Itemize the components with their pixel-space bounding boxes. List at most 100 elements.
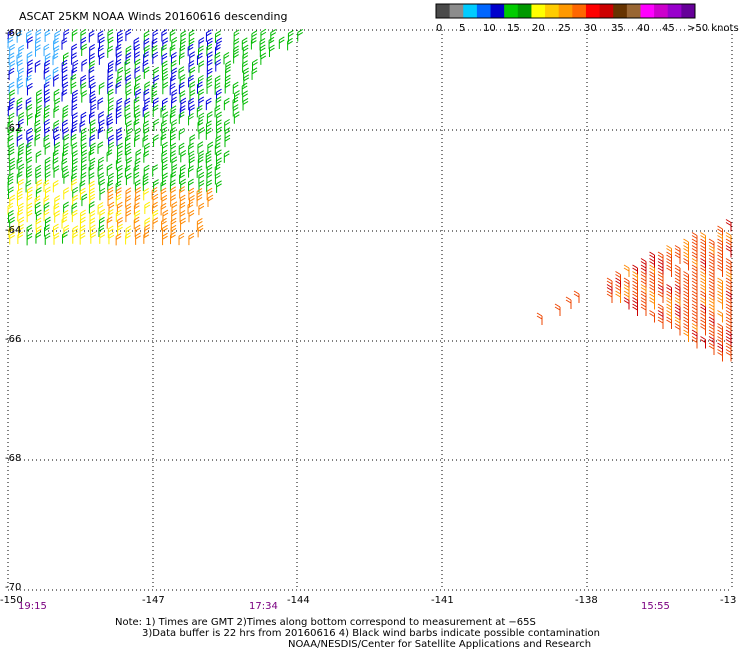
wind-barb <box>170 231 176 245</box>
wind-barb <box>88 201 95 214</box>
wind-barb <box>72 59 79 73</box>
wind-barb <box>44 232 51 245</box>
wind-barb <box>52 52 59 66</box>
wind-barb <box>125 148 132 162</box>
wind-barb <box>153 179 159 192</box>
wind-barb <box>242 90 248 103</box>
lat-label: -64 <box>5 225 21 236</box>
wind-barb <box>225 66 231 79</box>
wind-barb <box>133 104 140 118</box>
wind-barb <box>17 231 24 244</box>
wind-barb <box>72 231 79 244</box>
wind-barb <box>126 120 132 133</box>
wind-barb <box>143 66 150 79</box>
wind-barb <box>115 58 122 72</box>
wind-barb <box>178 66 185 79</box>
wind-barb <box>35 44 41 57</box>
wind-barb <box>189 156 195 169</box>
wind-barb <box>34 133 41 147</box>
wind-barb <box>26 82 33 96</box>
wind-barb <box>536 312 543 325</box>
wind-barb <box>657 316 664 329</box>
legend-frame <box>435 3 696 19</box>
wind-barb <box>9 232 15 245</box>
wind-barb <box>71 43 78 57</box>
wind-barb <box>206 179 212 193</box>
wind-barb <box>554 303 561 316</box>
wind-barb <box>717 297 723 310</box>
wind-barb <box>9 216 15 230</box>
wind-barb <box>215 135 222 148</box>
wind-barb <box>134 157 141 171</box>
credit-line: NOAA/NESDIS/Center for Satellite Applica… <box>288 639 591 650</box>
wind-barb <box>205 156 212 169</box>
wind-barb <box>188 165 194 178</box>
wind-barb <box>615 290 621 303</box>
wind-barb <box>107 45 114 58</box>
wind-barb <box>44 224 50 237</box>
wind-barb <box>198 112 205 125</box>
lon-label: -13 <box>720 595 736 606</box>
wind-barb <box>214 82 221 95</box>
lat-label: -70 <box>5 582 21 593</box>
wind-barb <box>53 223 59 237</box>
wind-barb <box>224 81 231 94</box>
wind-barb <box>88 66 95 79</box>
wind-barb <box>25 179 32 193</box>
wind-barb <box>61 37 68 50</box>
note-line-1: Note: 1) Times are GMT 2)Times along bot… <box>115 617 536 628</box>
wind-barb <box>99 187 106 201</box>
wind-barb <box>224 118 230 132</box>
wind-barb <box>606 290 613 303</box>
wind-barb <box>171 67 178 80</box>
wind-barb <box>18 143 25 156</box>
wind-barb <box>151 186 158 200</box>
wind-barb <box>43 179 50 192</box>
wind-barb <box>8 81 15 95</box>
wind-barb <box>25 148 32 162</box>
legend-swatch <box>667 4 682 18</box>
wind-barb <box>61 216 68 229</box>
wind-barb <box>26 156 33 169</box>
wind-barb <box>53 74 59 87</box>
wind-barb <box>161 52 168 66</box>
wind-barb <box>708 342 715 355</box>
wind-barb <box>134 83 140 96</box>
wind-barb <box>260 52 267 65</box>
wind-barb <box>188 60 195 73</box>
wind-barb <box>133 202 140 215</box>
wind-barb <box>270 29 277 42</box>
wind-barb <box>53 165 60 178</box>
wind-barb <box>79 187 86 201</box>
wind-barb <box>106 126 113 140</box>
wind-barb <box>251 30 258 43</box>
wind-barb <box>188 187 195 201</box>
wind-barb <box>160 105 167 118</box>
wind-barb <box>144 44 150 58</box>
legend-label: 5 <box>459 23 465 34</box>
wind-barb <box>79 180 86 193</box>
wind-barb <box>115 111 122 124</box>
longitude-axis: -150 -147 -144 -141 -138 -13 <box>0 595 736 606</box>
wind-barb <box>135 232 141 245</box>
wind-barb <box>52 180 59 193</box>
wind-barb <box>17 209 24 222</box>
wind-barb <box>16 75 23 88</box>
wind-barb <box>61 157 68 171</box>
legend-swatch <box>654 4 669 18</box>
wind-barb <box>106 216 113 229</box>
wind-barb <box>232 81 239 95</box>
wind-barb <box>153 134 159 147</box>
wind-barb <box>169 44 176 57</box>
wind-barb <box>25 97 32 110</box>
wind-barb <box>134 127 141 141</box>
wind-barb <box>125 52 132 65</box>
wind-barb <box>216 157 222 170</box>
wind-barb <box>233 51 239 64</box>
wind-barb <box>152 217 159 230</box>
wind-barb <box>125 88 132 102</box>
legend-label: 45 <box>662 23 675 34</box>
wind-barb <box>90 103 97 117</box>
wind-barb <box>169 111 176 124</box>
wind-barb <box>197 74 204 88</box>
